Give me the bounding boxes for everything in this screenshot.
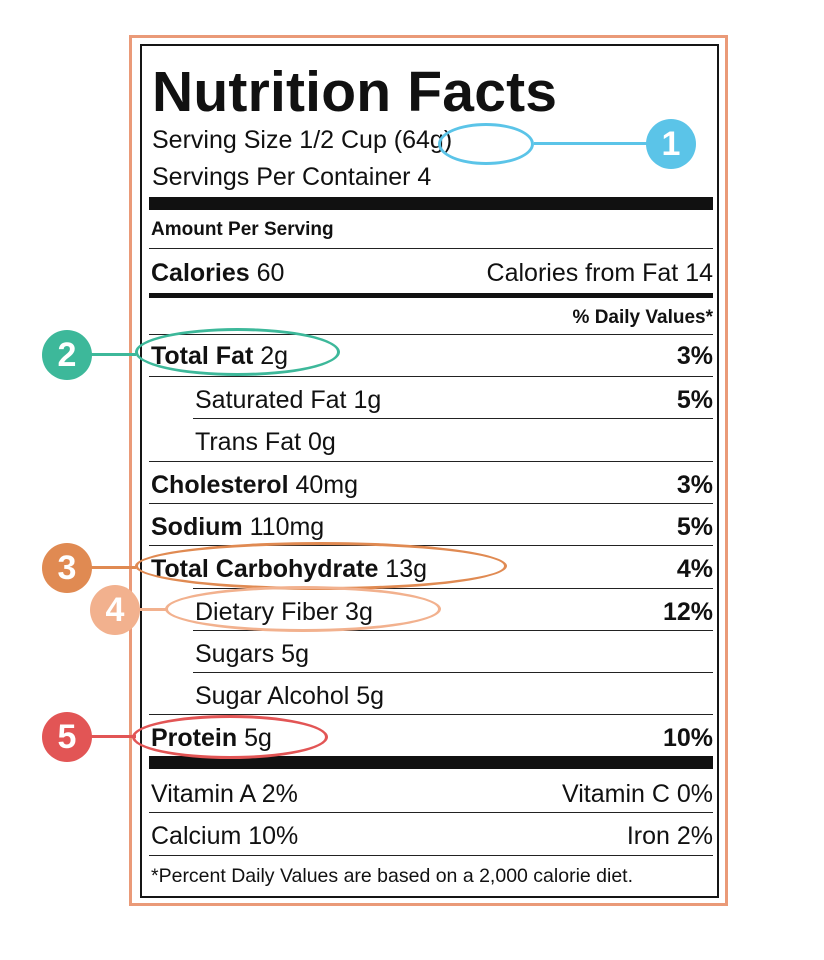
nutrient-dv: 3% [676, 342, 713, 370]
nutrient-amount: 0g [308, 428, 336, 456]
divider [149, 714, 713, 715]
highlight-oval-serving [438, 123, 534, 165]
nutrient-row-saturated-fat: Saturated Fat 1g 5% [149, 378, 713, 418]
nutrient-amount: 40mg [295, 471, 359, 499]
annotation-badge-1: 1 [646, 119, 696, 169]
nutrient-row-cholesterol: Cholesterol 40mg 3% [149, 463, 713, 503]
nutrient-row-trans-fat: Trans Fat 0g [149, 420, 713, 460]
vitamin-row: Calcium 10% Iron 2% [149, 814, 713, 854]
footnote: *Percent Daily Values are based on a 2,0… [151, 865, 634, 887]
nutrient-dv: 10% [662, 724, 713, 752]
leader-line [90, 566, 136, 569]
leader-line [138, 608, 168, 611]
daily-values-header: % Daily Values* [572, 307, 713, 328]
vitamin-left: Vitamin A 2% [151, 780, 298, 808]
divider [149, 248, 713, 249]
divider [149, 503, 713, 504]
nutrient-name: Cholesterol [151, 471, 289, 499]
nutrient-name: Sodium [151, 513, 243, 541]
serving-size: Serving Size 1/2 Cup (64g) [152, 126, 453, 154]
calories-label: Calories [151, 259, 250, 287]
annotation-badge-5: 5 [42, 712, 92, 762]
annotation-badge-4: 4 [90, 585, 140, 635]
nutrient-row-sugars: Sugars 5g [149, 632, 713, 672]
highlight-oval-protein [132, 715, 328, 759]
thick-divider [149, 197, 713, 210]
nutrient-dv: 12% [662, 598, 713, 626]
leader-line [534, 142, 652, 145]
leader-line [90, 353, 136, 356]
nutrient-row-sodium: Sodium 110mg 5% [149, 505, 713, 545]
annotation-badge-2: 2 [42, 330, 92, 380]
vitamin-right: Vitamin C 0% [562, 780, 713, 808]
thick-divider [149, 756, 713, 769]
annotation-badge-3: 3 [42, 543, 92, 593]
nutrient-dv: 5% [676, 513, 713, 541]
divider [193, 672, 713, 673]
nutrient-name: Trans Fat [195, 428, 302, 456]
nutrient-name: Saturated Fat [195, 386, 347, 414]
divider [149, 376, 713, 377]
divider [149, 545, 713, 546]
nutrient-amount: 5g [281, 640, 309, 668]
nutrient-amount: 1g [353, 386, 382, 414]
highlight-oval-carbohydrate [135, 542, 507, 590]
divider [149, 812, 713, 813]
nutrient-name: Sugars [195, 640, 275, 668]
vitamin-right: Iron 2% [626, 822, 713, 850]
calories-value: 60 [256, 259, 285, 287]
vitamin-row: Vitamin A 2% Vitamin C 0% [149, 772, 713, 812]
servings-per-container: Servings Per Container 4 [152, 163, 432, 191]
divider [193, 588, 713, 589]
label-title: Nutrition Facts [152, 60, 558, 124]
nutrient-row-sugar-alcohol: Sugar Alcohol 5g [149, 674, 713, 714]
nutrient-dv: 5% [676, 386, 713, 414]
calories-from-fat: Calories from Fat 14 [486, 259, 713, 287]
medium-divider [149, 293, 713, 298]
nutrition-label-border [140, 44, 719, 898]
nutrient-dv: 4% [676, 555, 713, 583]
nutrient-name: Sugar Alcohol [195, 682, 350, 710]
divider [149, 461, 713, 462]
divider [149, 855, 713, 856]
vitamin-left: Calcium 10% [151, 822, 299, 850]
nutrient-amount: 110mg [249, 513, 325, 541]
nutrient-dv: 3% [676, 471, 713, 499]
nutrient-amount: 5g [356, 682, 385, 710]
highlight-oval-total-fat [135, 328, 340, 376]
highlight-oval-fiber [165, 586, 441, 632]
amount-per-serving: Amount Per Serving [151, 219, 334, 240]
leader-line [90, 735, 136, 738]
divider [149, 334, 713, 335]
divider [193, 630, 713, 631]
divider [193, 418, 713, 419]
calories-row: Calories 60 Calories from Fat 14 [149, 251, 713, 291]
